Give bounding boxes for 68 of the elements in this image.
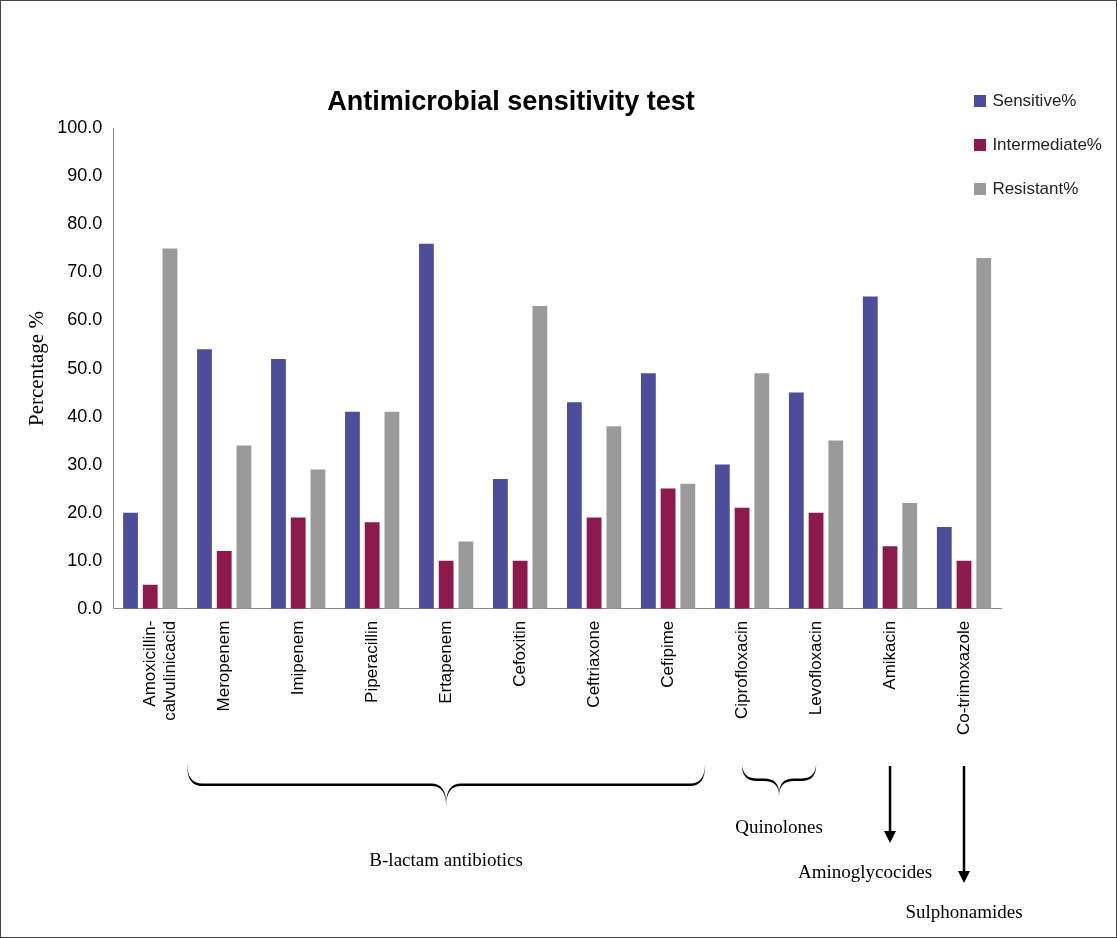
bar	[458, 541, 474, 609]
bar	[384, 411, 400, 609]
y-tick-label: 0.0	[77, 597, 103, 618]
bar	[808, 512, 824, 609]
bar	[216, 551, 232, 609]
bar	[197, 349, 212, 609]
y-tick-label: 30.0	[67, 453, 103, 474]
y-axis-title: Percentage %	[24, 311, 49, 426]
legend-label: Resistant%	[992, 179, 1079, 199]
text: Sulphonamides	[905, 901, 1023, 923]
x-tick-label: Cefipime	[657, 620, 677, 688]
x-tick-label: Imipenem	[287, 620, 307, 696]
y-tick-label: 60.0	[67, 309, 103, 330]
bar	[532, 306, 548, 609]
x-tick-label: Ertapenem	[435, 620, 455, 704]
bar	[976, 258, 992, 609]
bar	[586, 517, 602, 609]
bar	[271, 358, 286, 609]
bar	[566, 402, 582, 609]
bar	[493, 479, 508, 609]
y-tick-label: 10.0	[67, 549, 103, 570]
x-tick-label: Ciprofloxacin	[731, 620, 751, 719]
bar	[680, 483, 696, 609]
bar	[123, 512, 138, 609]
text: Quinolones	[735, 816, 823, 838]
x-tick-label: Ceftriaxone	[583, 620, 603, 708]
x-tick-label: Cefoxitin	[509, 620, 529, 687]
y-tick-label: 40.0	[67, 405, 103, 426]
bar	[606, 426, 622, 609]
legend-label: Sensitive%	[992, 91, 1077, 111]
bar	[902, 503, 918, 609]
x-tick-label: Amoxicillin-calvulinicacid	[139, 620, 180, 721]
y-tick-label: 70.0	[67, 261, 103, 282]
bar	[512, 560, 528, 609]
bar	[734, 507, 750, 609]
bar	[236, 445, 252, 609]
bar	[142, 584, 158, 609]
y-tick-label: 20.0	[67, 501, 103, 522]
bar	[956, 560, 972, 609]
y-tick-label: 90.0	[67, 165, 103, 186]
bar	[290, 517, 306, 609]
bar	[660, 488, 676, 609]
x-tick-label: Levofloxacin	[805, 620, 825, 716]
bar	[936, 527, 952, 609]
y-tick-label: 80.0	[67, 213, 103, 234]
y-tick-label: 100.0	[57, 117, 103, 138]
bar	[754, 373, 770, 609]
text: B-lactam antibiotics	[369, 849, 523, 871]
bar	[419, 243, 434, 609]
bar	[714, 464, 730, 609]
bar	[882, 546, 898, 609]
x-tick-label: Meropenem	[213, 620, 233, 712]
chart-title: Antimicrobial sensitivity test	[327, 85, 695, 116]
bar	[828, 440, 844, 609]
x-tick-label: Piperacillin	[361, 620, 381, 703]
bar	[310, 469, 326, 609]
bar	[345, 411, 360, 609]
bar	[862, 296, 878, 609]
bar	[364, 522, 380, 609]
y-tick-label: 50.0	[67, 357, 103, 378]
bar	[788, 392, 804, 609]
bar	[162, 248, 178, 609]
x-tick-label: Co-trimoxazole	[953, 620, 973, 735]
legend-label: Intermediate%	[992, 135, 1102, 155]
bar	[640, 373, 656, 609]
x-tick-label: Amikacin	[879, 620, 899, 690]
text: Aminoglycocides	[798, 861, 933, 883]
bar	[438, 560, 454, 609]
